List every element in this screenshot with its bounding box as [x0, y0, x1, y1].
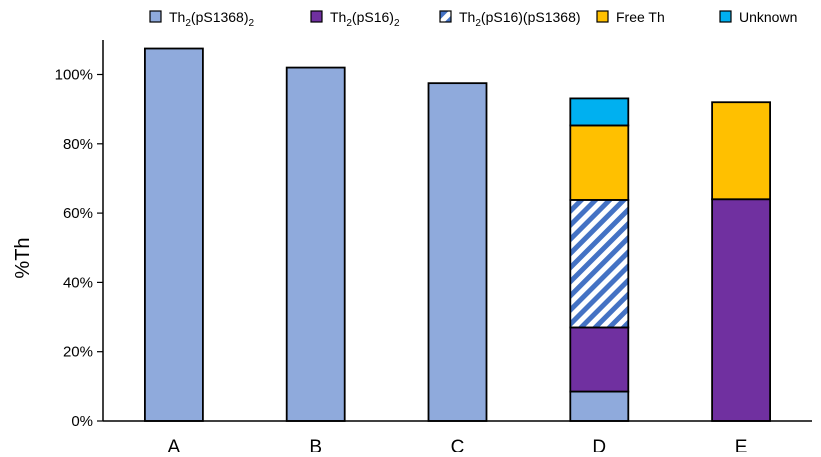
legend-swatch-1 [149, 10, 162, 23]
y-tick-label: 20% [63, 344, 93, 361]
legend-label-2: Th2(pS16)2 [330, 9, 400, 29]
legend-label-3: Th2(pS16)(pS1368) [459, 9, 581, 29]
y-tick-label: 40% [63, 274, 93, 291]
legend-label-4: Free Th [616, 9, 665, 25]
y-tick-label: 100% [55, 67, 93, 84]
bar-segment-d-s3 [569, 199, 630, 329]
legend-swatch-3 [439, 10, 452, 23]
x-tick-label: D [592, 437, 606, 452]
y-tick-label: 80% [63, 136, 93, 153]
bar-segment-d-s2 [569, 326, 630, 393]
x-axis: A B C D E [103, 420, 812, 457]
x-tick-label: A [168, 437, 181, 452]
legend-label-5: Unknown [739, 9, 797, 25]
bar-segment-c-s1 [427, 82, 488, 422]
y-tick-label: 0% [71, 413, 93, 430]
y-axis-title: %Th [12, 237, 34, 278]
x-tick-label: C [451, 437, 465, 452]
bar-segment-d-s5 [569, 97, 630, 127]
x-tick-label: B [309, 437, 322, 452]
bars-group [143, 47, 771, 422]
bar-segment-e-s4 [711, 101, 771, 201]
y-axis: 0% 20% 40% 60% 80% 100% [55, 40, 104, 430]
bar-segment-d-s4 [569, 124, 630, 201]
bar-segment-b-s1 [285, 66, 346, 422]
y-tick-label: 60% [63, 205, 93, 222]
legend-label-1: Th2(pS1368)2 [169, 9, 255, 29]
legend-swatch-2 [310, 10, 323, 23]
x-tick-label: E [735, 437, 748, 452]
legend-swatch-5 [719, 10, 732, 23]
bar-segment-e-s2 [711, 198, 771, 422]
legend: Th2(pS1368)2 Th2(pS16)2 Th2(pS16)(pS1368) F… [149, 9, 797, 29]
bar-segment-a-s1 [143, 47, 204, 422]
bar-segment-d-s1 [569, 390, 630, 422]
legend-swatch-4 [596, 10, 609, 23]
